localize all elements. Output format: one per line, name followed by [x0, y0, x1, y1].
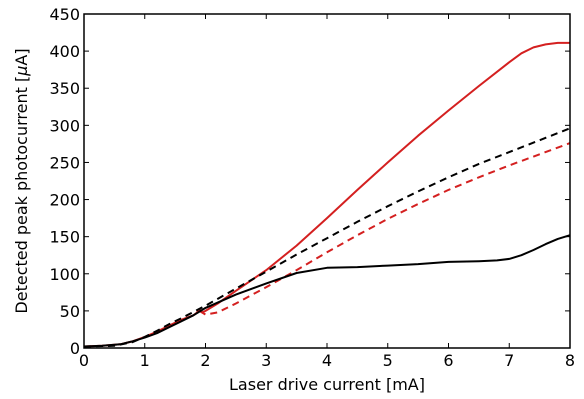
y-tick-label: 0	[70, 339, 80, 358]
x-tick-label: 0	[79, 351, 89, 370]
y-axis-label-suffix: A]	[12, 48, 31, 65]
x-tick-label: 6	[443, 351, 453, 370]
x-tick-label: 8	[565, 351, 575, 370]
series-line-4	[83, 234, 571, 348]
ticks-layer: 0 1 2 3 4 5 6 7 8 0 50 100 150 200 250 300 350 400 450	[49, 5, 575, 370]
plot-area	[84, 14, 570, 348]
y-tick-label: 150	[49, 228, 80, 247]
y-tick-label: 50	[60, 302, 80, 321]
series-line-1	[83, 41, 570, 348]
x-axis-label: Laser drive current [mA]	[229, 375, 425, 394]
y-tick-label: 100	[49, 265, 80, 284]
x-tick-label: 2	[200, 351, 210, 370]
series-line-3	[198, 142, 571, 316]
y-tick-label: 300	[49, 116, 80, 135]
y-tick-label: 400	[49, 42, 80, 61]
y-tick-label: 350	[49, 79, 80, 98]
y-tick-label: 200	[49, 191, 80, 210]
x-tick-label: 7	[504, 351, 514, 370]
series-layer	[83, 41, 571, 348]
y-axis-label-main: Detected peak photocurrent [	[12, 76, 31, 314]
x-tick-label: 5	[383, 351, 393, 370]
y-axis-label: Detected peak photocurrent [μA]	[12, 48, 31, 313]
x-tick-label: 4	[322, 351, 332, 370]
y-axis-label-unit: μ	[12, 66, 31, 77]
y-tick-label: 250	[49, 153, 80, 172]
x-tick-label: 3	[261, 351, 271, 370]
y-tick-label: 450	[49, 5, 80, 24]
x-tick-label: 1	[140, 351, 150, 370]
